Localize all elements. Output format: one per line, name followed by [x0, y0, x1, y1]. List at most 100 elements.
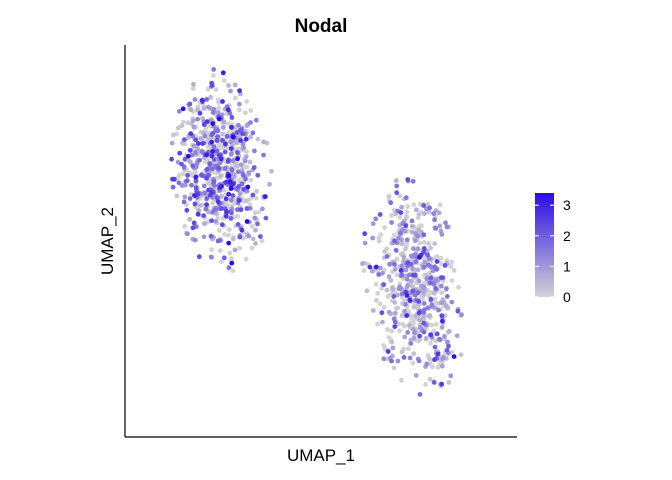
cell-point	[222, 232, 228, 237]
cell-point	[233, 95, 238, 101]
cell-point	[391, 365, 397, 371]
cell-point	[211, 73, 216, 78]
cell-point	[169, 140, 175, 146]
cell-point	[433, 226, 439, 231]
cell-point	[187, 101, 193, 107]
cell-point	[405, 204, 411, 209]
cell-point	[195, 141, 201, 146]
cell-point	[373, 216, 379, 222]
cell-point	[201, 234, 207, 240]
cell-point	[228, 186, 234, 191]
cell-point	[439, 275, 444, 280]
cell-point	[437, 202, 443, 208]
cell-point	[210, 200, 216, 206]
cell-point	[247, 202, 253, 208]
cell-point	[229, 124, 234, 130]
cell-point	[184, 178, 190, 184]
cell-point	[432, 300, 438, 306]
cell-point	[392, 261, 397, 267]
cell-point	[443, 220, 448, 226]
cell-point	[367, 264, 373, 270]
cell-point	[235, 156, 241, 162]
cell-point	[243, 154, 249, 160]
cell-point	[220, 99, 225, 104]
cell-point	[198, 203, 203, 208]
cell-point	[225, 107, 231, 113]
cell-point	[403, 195, 409, 201]
cell-point	[428, 275, 434, 281]
cell-point	[420, 289, 426, 295]
cell-point	[244, 198, 250, 204]
cell-point	[439, 232, 445, 237]
cell-point	[193, 149, 198, 155]
cell-point	[377, 301, 383, 307]
cell-point	[210, 148, 216, 154]
x-axis-label: UMAP_1	[287, 446, 355, 465]
cell-point	[406, 346, 411, 352]
cell-point	[206, 156, 211, 162]
cell-point	[421, 203, 426, 208]
cell-point	[386, 309, 392, 315]
cell-point	[176, 172, 182, 178]
cell-point	[405, 260, 411, 265]
cell-point	[399, 263, 405, 269]
cell-point	[226, 191, 232, 197]
cell-point	[216, 110, 221, 115]
cell-point	[204, 196, 210, 201]
cell-point	[169, 156, 175, 162]
cell-point	[361, 268, 367, 273]
cell-point	[228, 216, 234, 221]
cell-point	[187, 196, 193, 202]
cell-point	[204, 202, 210, 208]
cell-point	[197, 157, 203, 163]
cell-point	[244, 99, 250, 104]
cell-point	[218, 173, 224, 179]
cell-point	[428, 340, 433, 346]
cell-point	[374, 297, 379, 303]
cell-point	[388, 200, 394, 206]
cell-point	[451, 354, 457, 359]
cell-point	[391, 287, 396, 292]
cell-point	[182, 223, 188, 229]
cell-point	[404, 237, 410, 243]
cell-point	[386, 335, 392, 340]
cell-point	[421, 239, 427, 245]
cell-point	[407, 355, 413, 361]
cell-point	[212, 183, 218, 189]
cell-point	[373, 264, 379, 270]
cell-point	[193, 185, 199, 191]
cell-point	[399, 291, 405, 297]
cell-point	[250, 130, 256, 136]
cell-point	[249, 224, 255, 229]
cell-point	[244, 206, 250, 211]
cell-point	[444, 347, 450, 353]
cell-point	[433, 286, 439, 291]
cell-point	[399, 313, 405, 318]
cell-point	[451, 268, 457, 273]
cell-point	[250, 236, 256, 242]
cell-point	[253, 195, 259, 201]
cell-point	[417, 333, 422, 339]
cell-point	[442, 334, 447, 339]
cell-point	[232, 247, 238, 253]
cell-point	[431, 380, 437, 385]
cell-point	[226, 232, 231, 238]
cell-point	[255, 136, 261, 142]
cell-point	[209, 83, 215, 88]
cell-point	[410, 178, 416, 184]
cell-point	[227, 250, 233, 256]
cell-point	[409, 224, 415, 229]
cell-point	[207, 161, 213, 166]
cell-point	[416, 212, 422, 218]
cell-point	[236, 184, 242, 189]
cell-point	[210, 110, 216, 115]
cell-point	[220, 138, 226, 143]
cell-point	[392, 238, 397, 244]
cell-point	[182, 194, 188, 200]
cell-point	[242, 110, 248, 116]
cell-point	[190, 86, 196, 91]
cell-point	[439, 313, 445, 319]
cell-point	[202, 133, 208, 139]
cell-point	[216, 165, 222, 171]
cell-point	[375, 290, 380, 296]
